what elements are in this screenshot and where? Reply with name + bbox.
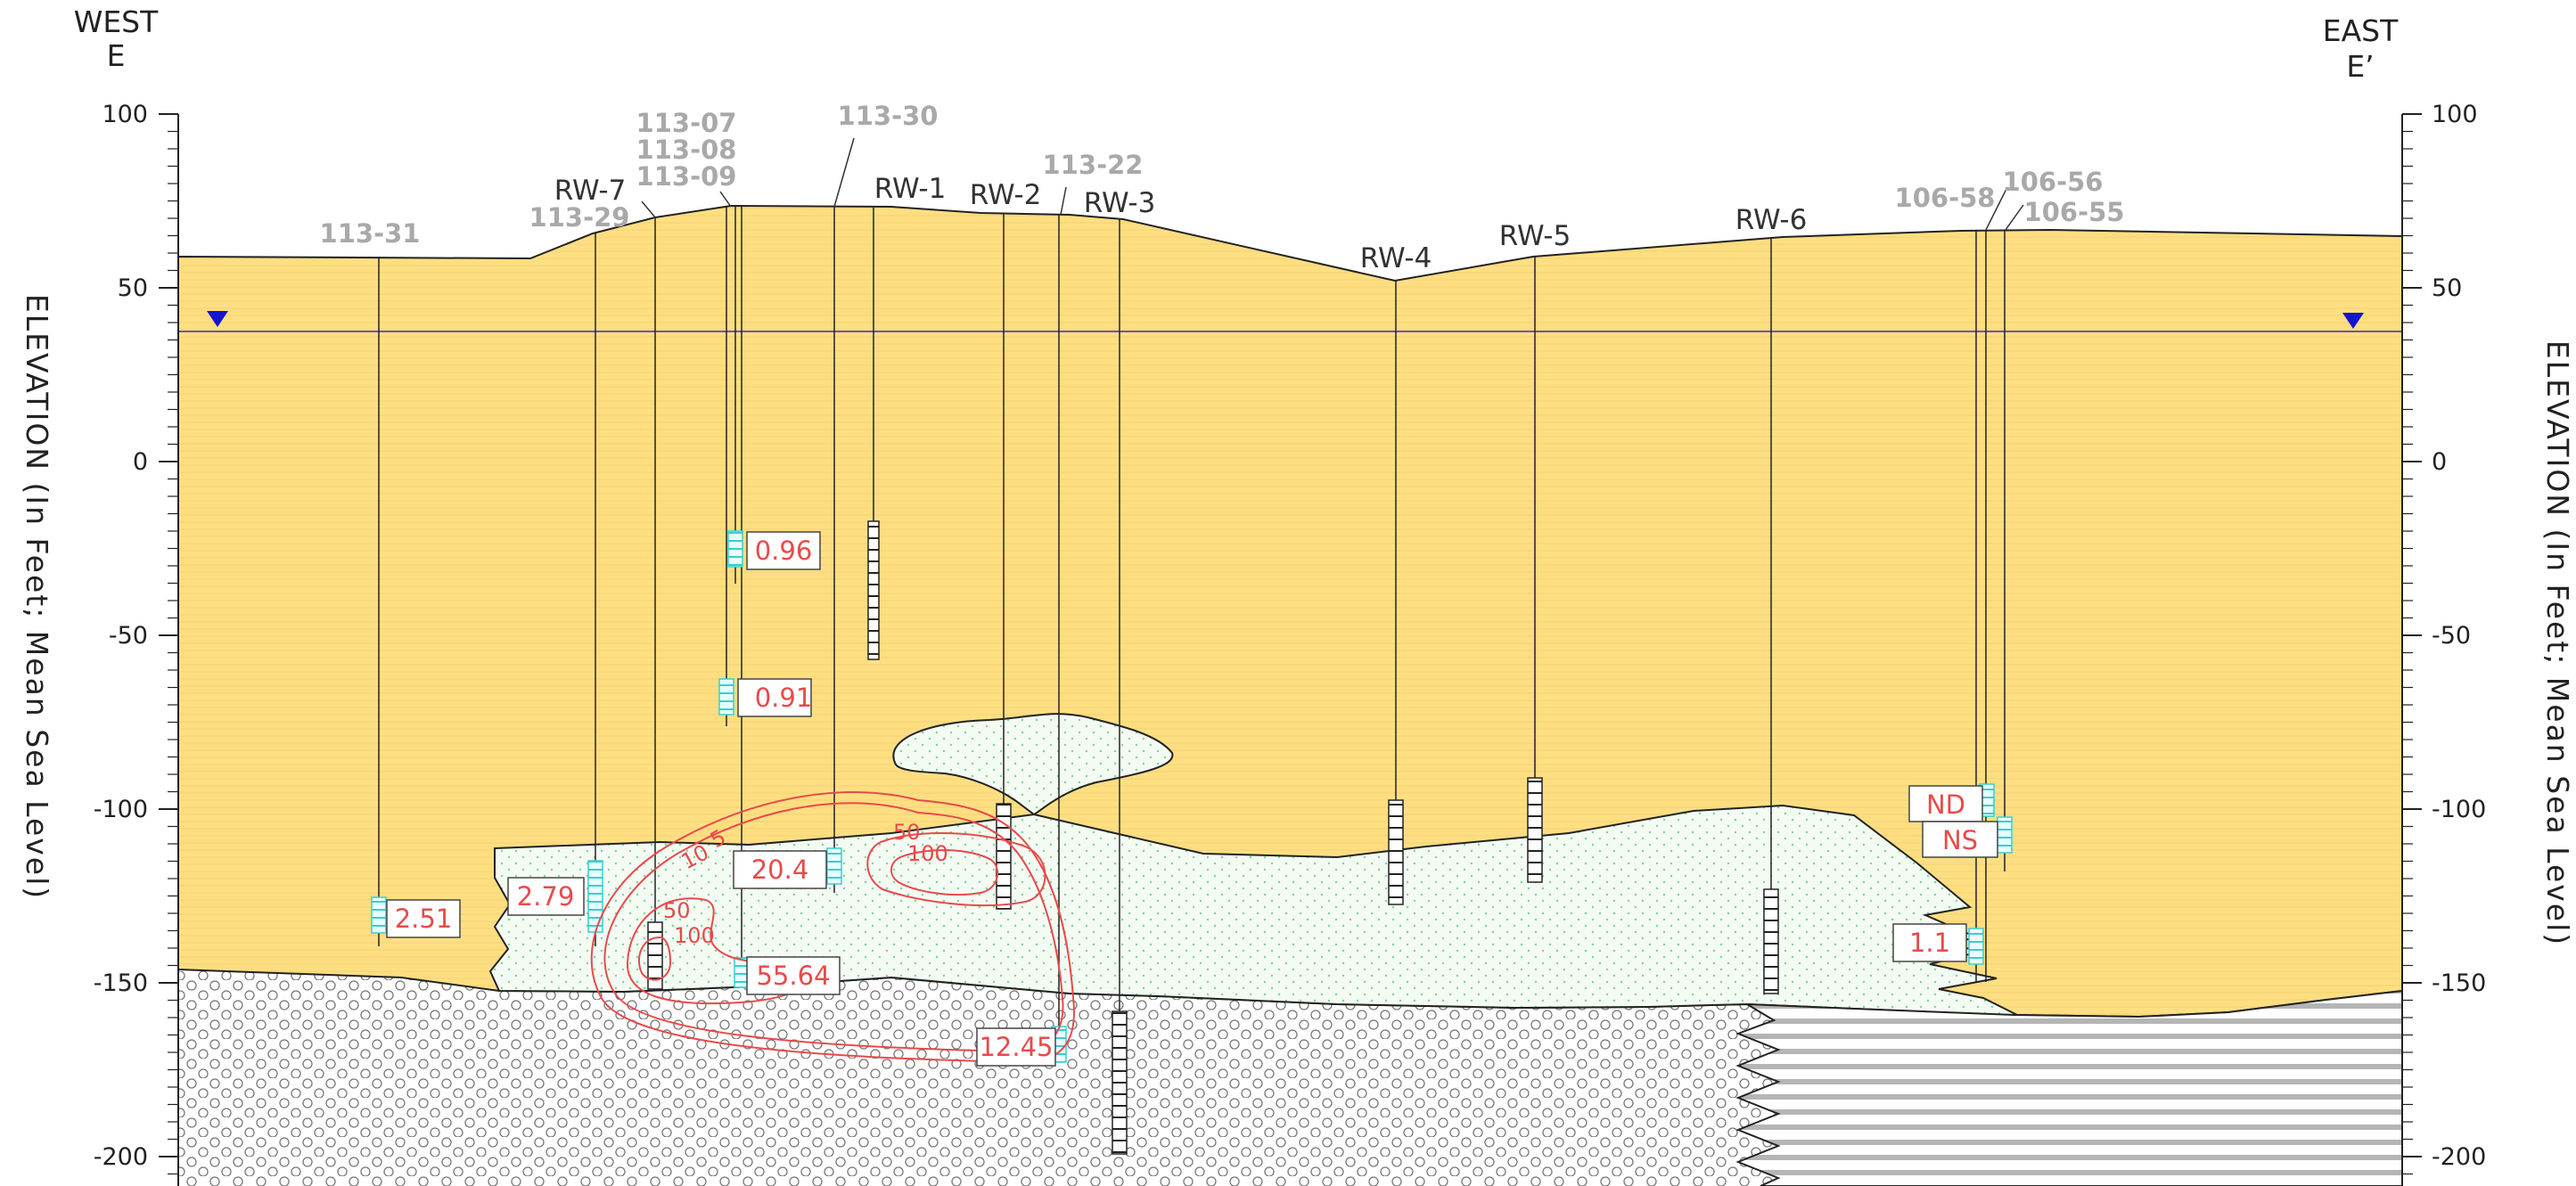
svg-text:12.45: 12.45 <box>979 1032 1053 1062</box>
screen-rw-5 <box>1527 777 1543 883</box>
svg-text:2.79: 2.79 <box>517 881 575 912</box>
contour-50-west <box>626 897 807 1005</box>
water-table-marker-west <box>207 311 228 327</box>
conc-box-20.4: 20.4 <box>733 850 827 889</box>
svg-text:ND: ND <box>1926 789 1965 820</box>
contour-label-100-east: 100 <box>907 841 948 866</box>
contour-10 <box>603 802 1064 1053</box>
svg-text:1.1: 1.1 <box>1909 928 1950 958</box>
east-section-letter: E’ <box>2346 49 2374 84</box>
screen-rw-2 <box>996 803 1012 910</box>
well-label-113-30: 113-30 <box>838 101 939 131</box>
axis-tick-0-right: 0 <box>2432 448 2447 476</box>
conc-box-NS: NS <box>1922 821 1998 858</box>
conc-box-55.64: 55.64 <box>746 956 841 995</box>
svg-text:55.64: 55.64 <box>756 961 830 991</box>
screen-113-29 <box>587 860 603 933</box>
well-labels: 113-31 113-29 113-07 113-08 113-09 113-3… <box>320 101 2125 274</box>
screen-rw-3 <box>1112 1010 1128 1155</box>
well-label-rw-2: RW-2 <box>970 179 1042 211</box>
conc-box-0.91: 0.91 <box>737 678 813 717</box>
concentration-labels: 0.96 0.91 20.4 2.51 2.79 55.64 12.45 ND <box>386 531 1998 1067</box>
well-label-rw-3: RW-3 <box>1084 187 1156 219</box>
clay-lens <box>892 713 1174 816</box>
screen-106-58 <box>1968 928 1984 965</box>
well-label-113-22: 113-22 <box>1043 150 1144 180</box>
axis-tick-neg200-right: -200 <box>2432 1143 2486 1171</box>
svg-text:2.51: 2.51 <box>395 904 453 934</box>
well-label-106-58: 106-58 <box>1895 183 1996 213</box>
axis-tick-neg100-right: -100 <box>2432 796 2486 823</box>
contour-label-50-west: 50 <box>663 898 691 923</box>
right-axis-title: ELEVATION (In Feet; Mean Sea Level) <box>2540 340 2575 946</box>
axis-tick-neg200: -200 <box>94 1143 148 1171</box>
axis-tick-100: 100 <box>102 101 148 128</box>
water-table-marker-east <box>2342 313 2364 329</box>
concentration-contours <box>590 791 1075 1064</box>
well-label-rw-1: RW-1 <box>874 173 947 205</box>
well-label-rw-6: RW-6 <box>1735 204 1808 236</box>
contour-5 <box>590 791 1075 1064</box>
right-axis: 100 50 0 -50 -100 -150 -200 ELEVATION (I… <box>2401 101 2575 1186</box>
conc-box-2.79: 2.79 <box>507 877 585 916</box>
bedrock-unit <box>1735 989 2403 1186</box>
well-label-113-31: 113-31 <box>320 218 421 249</box>
well-label-113-08: 113-08 <box>636 135 737 165</box>
contour-label-50-east: 50 <box>893 820 921 845</box>
well-label-113-29: 113-29 <box>529 202 630 233</box>
axis-tick-0: 0 <box>133 448 148 476</box>
left-axis: 100 50 0 -50 -100 -150 -200 ELEVATION (I… <box>20 101 179 1186</box>
svg-text:NS: NS <box>1942 825 1978 855</box>
well-label-113-07: 113-07 <box>636 108 737 138</box>
conc-box-12.45: 12.45 <box>976 1027 1056 1067</box>
west-label: WEST <box>74 4 159 39</box>
screen-113-31 <box>371 896 387 934</box>
well-label-rw-7: RW-7 <box>554 175 627 207</box>
well-label-106-55: 106-55 <box>2024 197 2125 227</box>
well-label-106-56: 106-56 <box>2003 167 2104 197</box>
axis-tick-neg50-right: -50 <box>2432 622 2471 650</box>
east-label: EAST <box>2323 13 2399 48</box>
conc-box-2.51: 2.51 <box>386 899 461 938</box>
axis-tick-100-right: 100 <box>2432 101 2478 128</box>
screen-113-30 <box>826 847 842 885</box>
well-label-rw-5: RW-5 <box>1499 220 1571 252</box>
contour-100-west <box>637 936 672 981</box>
extraction-screens <box>647 520 1779 1155</box>
screen-113-07 <box>718 678 734 716</box>
screen-rw-4 <box>1388 799 1404 905</box>
axis-tick-neg100: -100 <box>94 796 148 823</box>
conc-box-ND: ND <box>1908 785 1983 822</box>
screen-rw-6 <box>1763 888 1779 994</box>
svg-text:0.91: 0.91 <box>755 683 813 713</box>
contour-100-east <box>890 849 999 896</box>
left-axis-title: ELEVATION (In Feet; Mean Sea Level) <box>20 294 54 900</box>
axis-tick-50-right: 50 <box>2432 274 2462 302</box>
axis-tick-50: 50 <box>118 274 148 302</box>
conc-box-1.1: 1.1 <box>1892 923 1967 962</box>
svg-text:0.96: 0.96 <box>755 536 813 566</box>
axis-tick-neg50: -50 <box>109 622 148 650</box>
screen-113-08 <box>727 530 743 568</box>
axis-tick-neg150-right: -150 <box>2432 969 2486 997</box>
screen-rw-1 <box>867 520 880 660</box>
contour-label-100-west: 100 <box>674 923 715 948</box>
svg-text:20.4: 20.4 <box>751 855 809 885</box>
well-label-rw-4: RW-4 <box>1360 242 1432 274</box>
contour-50-east <box>866 831 1046 907</box>
well-leaders <box>641 137 2024 231</box>
axis-tick-neg150: -150 <box>94 969 148 997</box>
screen-106-55 <box>1997 816 2013 854</box>
conc-box-0.96: 0.96 <box>746 531 821 570</box>
well-label-113-09: 113-09 <box>636 161 737 192</box>
west-section-letter: E <box>107 38 126 73</box>
